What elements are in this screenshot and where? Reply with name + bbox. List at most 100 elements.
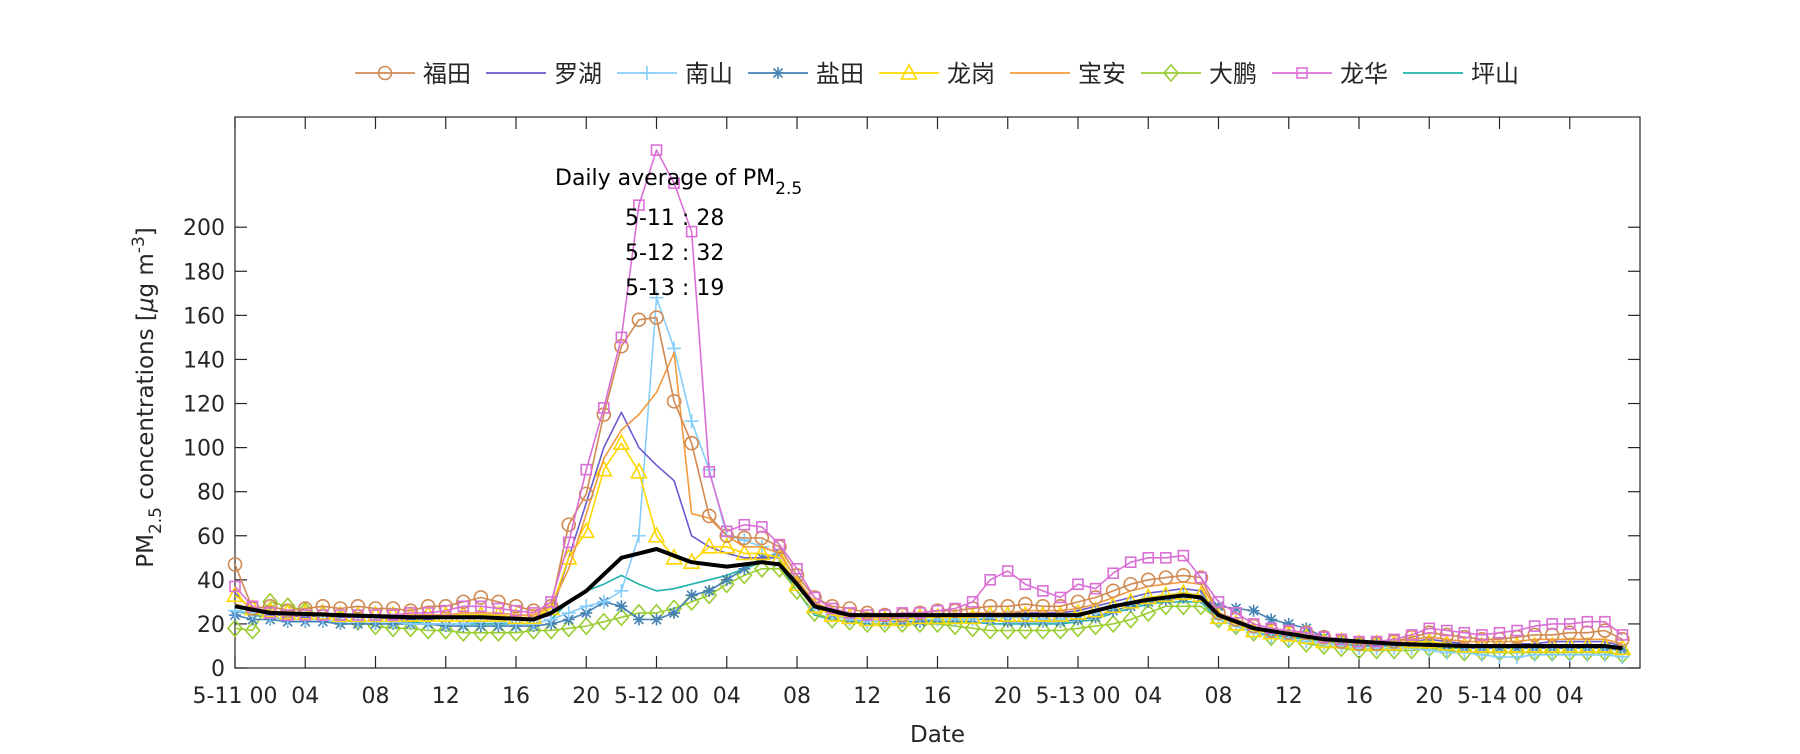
x-tick-label: 04 xyxy=(1134,684,1162,709)
diamond-marker xyxy=(1087,616,1104,636)
triangle-marker xyxy=(472,605,490,622)
plus-marker xyxy=(1580,647,1595,662)
series-daily-average xyxy=(234,547,1623,651)
daily-average-annotation: Daily average of PM2.5 5-11 : 28 5-12 : 32… xyxy=(555,166,802,301)
x-tick-label: 20 xyxy=(994,684,1022,709)
star-marker xyxy=(1511,642,1524,655)
circle-marker xyxy=(561,517,576,533)
plus-marker xyxy=(1545,647,1560,662)
legend-item: 龙华 xyxy=(1272,60,1388,88)
y-axis-title-part: PM xyxy=(133,534,159,568)
triangle-marker xyxy=(1192,585,1210,603)
triangle-marker xyxy=(1069,603,1087,620)
square-marker xyxy=(1212,596,1225,608)
square-marker xyxy=(492,602,505,615)
y-axis-title-part: g m xyxy=(133,253,159,297)
circle-marker xyxy=(930,603,945,618)
annotation-title-subscript: 2.5 xyxy=(775,179,802,199)
diamond-marker xyxy=(753,559,770,579)
triangle-marker xyxy=(1139,587,1158,605)
plus-marker xyxy=(649,290,664,305)
circle-marker xyxy=(350,598,366,614)
square-marker xyxy=(1177,549,1190,562)
axis-ticks: 5-11 00 04 08 12 16 20 5-12 00 04 08 12 16 20 5-13 0… xyxy=(183,117,1640,709)
x-tick-label: 5-14 00 xyxy=(1457,684,1542,709)
square-marker xyxy=(703,466,715,478)
plus-marker xyxy=(596,594,611,609)
square-marker xyxy=(668,177,680,189)
square-marker xyxy=(914,607,926,619)
legend-item: 罗湖 xyxy=(486,60,602,88)
triangle-marker xyxy=(419,605,438,622)
diamond-marker xyxy=(1105,614,1122,634)
square-marker xyxy=(1107,567,1119,580)
triangle-marker xyxy=(753,543,771,561)
square-marker xyxy=(510,604,522,617)
triangle-marker xyxy=(717,537,736,554)
y-tick-label: 120 xyxy=(183,393,225,418)
square-marker xyxy=(1528,620,1541,632)
diamond-marker xyxy=(1456,643,1473,662)
plus-marker xyxy=(561,605,576,620)
plus-marker xyxy=(1439,645,1454,660)
star-marker xyxy=(720,573,733,586)
circle-marker xyxy=(737,530,752,546)
star-marker xyxy=(738,562,751,575)
square-marker xyxy=(791,563,803,575)
square-marker xyxy=(1142,551,1155,564)
square-marker xyxy=(615,331,628,344)
star-marker xyxy=(668,606,681,619)
triangle-marker xyxy=(647,526,666,543)
y-axis-title: PM2.5 concentrations [μg m-3] xyxy=(129,227,166,568)
diamond-marker xyxy=(1034,621,1051,640)
circle-marker xyxy=(1035,598,1051,614)
square-marker xyxy=(966,596,979,608)
x-tick-label: 08 xyxy=(362,684,390,709)
legend-item: 大鹏 xyxy=(1141,60,1257,88)
legend-label: 坪山 xyxy=(1471,60,1519,88)
circle-marker xyxy=(1105,583,1121,599)
square-marker xyxy=(1599,615,1611,628)
y-tick-label: 180 xyxy=(183,260,225,285)
x-tick-label: 12 xyxy=(1275,684,1303,709)
circle-marker xyxy=(1421,625,1437,641)
y-axis-title-part: μ xyxy=(133,297,159,313)
circle-marker xyxy=(1615,632,1630,647)
circle-marker xyxy=(438,598,454,614)
triangle-marker xyxy=(700,537,719,554)
annotation-title-text: Daily average of PM xyxy=(555,166,775,191)
circle-marker xyxy=(701,508,717,524)
x-tick-label: 16 xyxy=(924,684,952,709)
square-marker xyxy=(562,536,575,549)
series-line xyxy=(234,296,1623,658)
star-marker xyxy=(650,613,663,626)
circle-marker xyxy=(1597,623,1613,638)
series-line xyxy=(234,316,1623,645)
circle-marker xyxy=(508,598,524,614)
square-marker xyxy=(1124,556,1137,569)
legend: 福田 罗湖 南山 盐田 龙岗 宝安 大鹏 龙华 坪山 xyxy=(355,60,1519,88)
plus-marker xyxy=(1615,649,1630,664)
circle-marker xyxy=(666,394,682,409)
square-marker xyxy=(1441,624,1453,637)
legend-label: 盐田 xyxy=(816,60,864,88)
y-axis-title-part: ] xyxy=(133,227,159,236)
diamond-marker xyxy=(964,619,981,638)
square-marker xyxy=(1296,67,1308,79)
x-tick-label: 16 xyxy=(502,684,530,709)
circle-marker xyxy=(1527,627,1542,643)
diamond-marker xyxy=(929,614,946,634)
circle-marker xyxy=(1018,596,1033,612)
x-tick-label: 20 xyxy=(572,684,600,709)
series-layer xyxy=(226,144,1632,664)
x-tick-label: 04 xyxy=(291,684,319,709)
circle-marker xyxy=(1053,598,1068,614)
circle-marker xyxy=(631,312,647,328)
diamond-marker xyxy=(384,619,402,638)
diamond-marker xyxy=(226,619,244,638)
circle-marker xyxy=(280,603,295,618)
circle-marker xyxy=(1088,590,1103,605)
annotation-line: 5-12 : 32 xyxy=(625,241,724,266)
circle-marker xyxy=(1176,568,1191,583)
